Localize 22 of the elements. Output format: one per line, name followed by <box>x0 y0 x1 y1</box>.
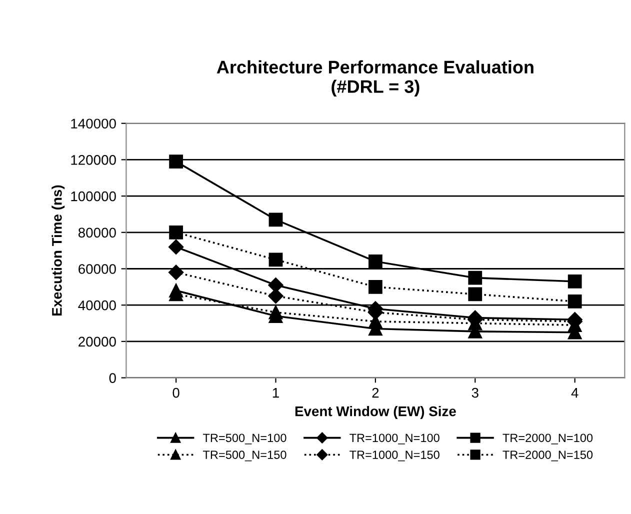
legend-label: TR=2000_N=100 <box>502 434 593 444</box>
legend-label: TR=500_N=100 <box>202 434 286 444</box>
x-tick-label: 3 <box>472 388 478 398</box>
y-tick-label: 80000 <box>78 228 116 238</box>
x-tick-label: 2 <box>372 388 379 398</box>
chart-title: Architecture Performance Evaluation (#DRL = 3) <box>216 60 534 97</box>
x-tick-label: 1 <box>272 388 279 398</box>
y-tick-label: 60000 <box>78 264 116 274</box>
y-axis-title: Execution Time (ns) <box>52 185 65 316</box>
legend-label: TR=2000_N=150 <box>502 450 593 462</box>
y-tick-label: 120000 <box>71 155 116 165</box>
y-tick-label: 20000 <box>78 336 116 347</box>
legend-label: TR=1000_N=100 <box>350 434 440 444</box>
y-tick-label: 40000 <box>78 300 116 310</box>
legend-label: TR=500_N=150 <box>202 450 286 462</box>
x-tick-label: 4 <box>571 388 578 398</box>
legend-label: TR=1000_N=150 <box>350 450 440 462</box>
y-tick-label: 100000 <box>71 191 116 202</box>
y-tick-label: 140000 <box>71 118 116 129</box>
x-tick-label: 0 <box>172 388 180 398</box>
y-tick-label: 0 <box>109 373 116 383</box>
x-axis-title: Event Window (EW) Size <box>295 406 456 419</box>
